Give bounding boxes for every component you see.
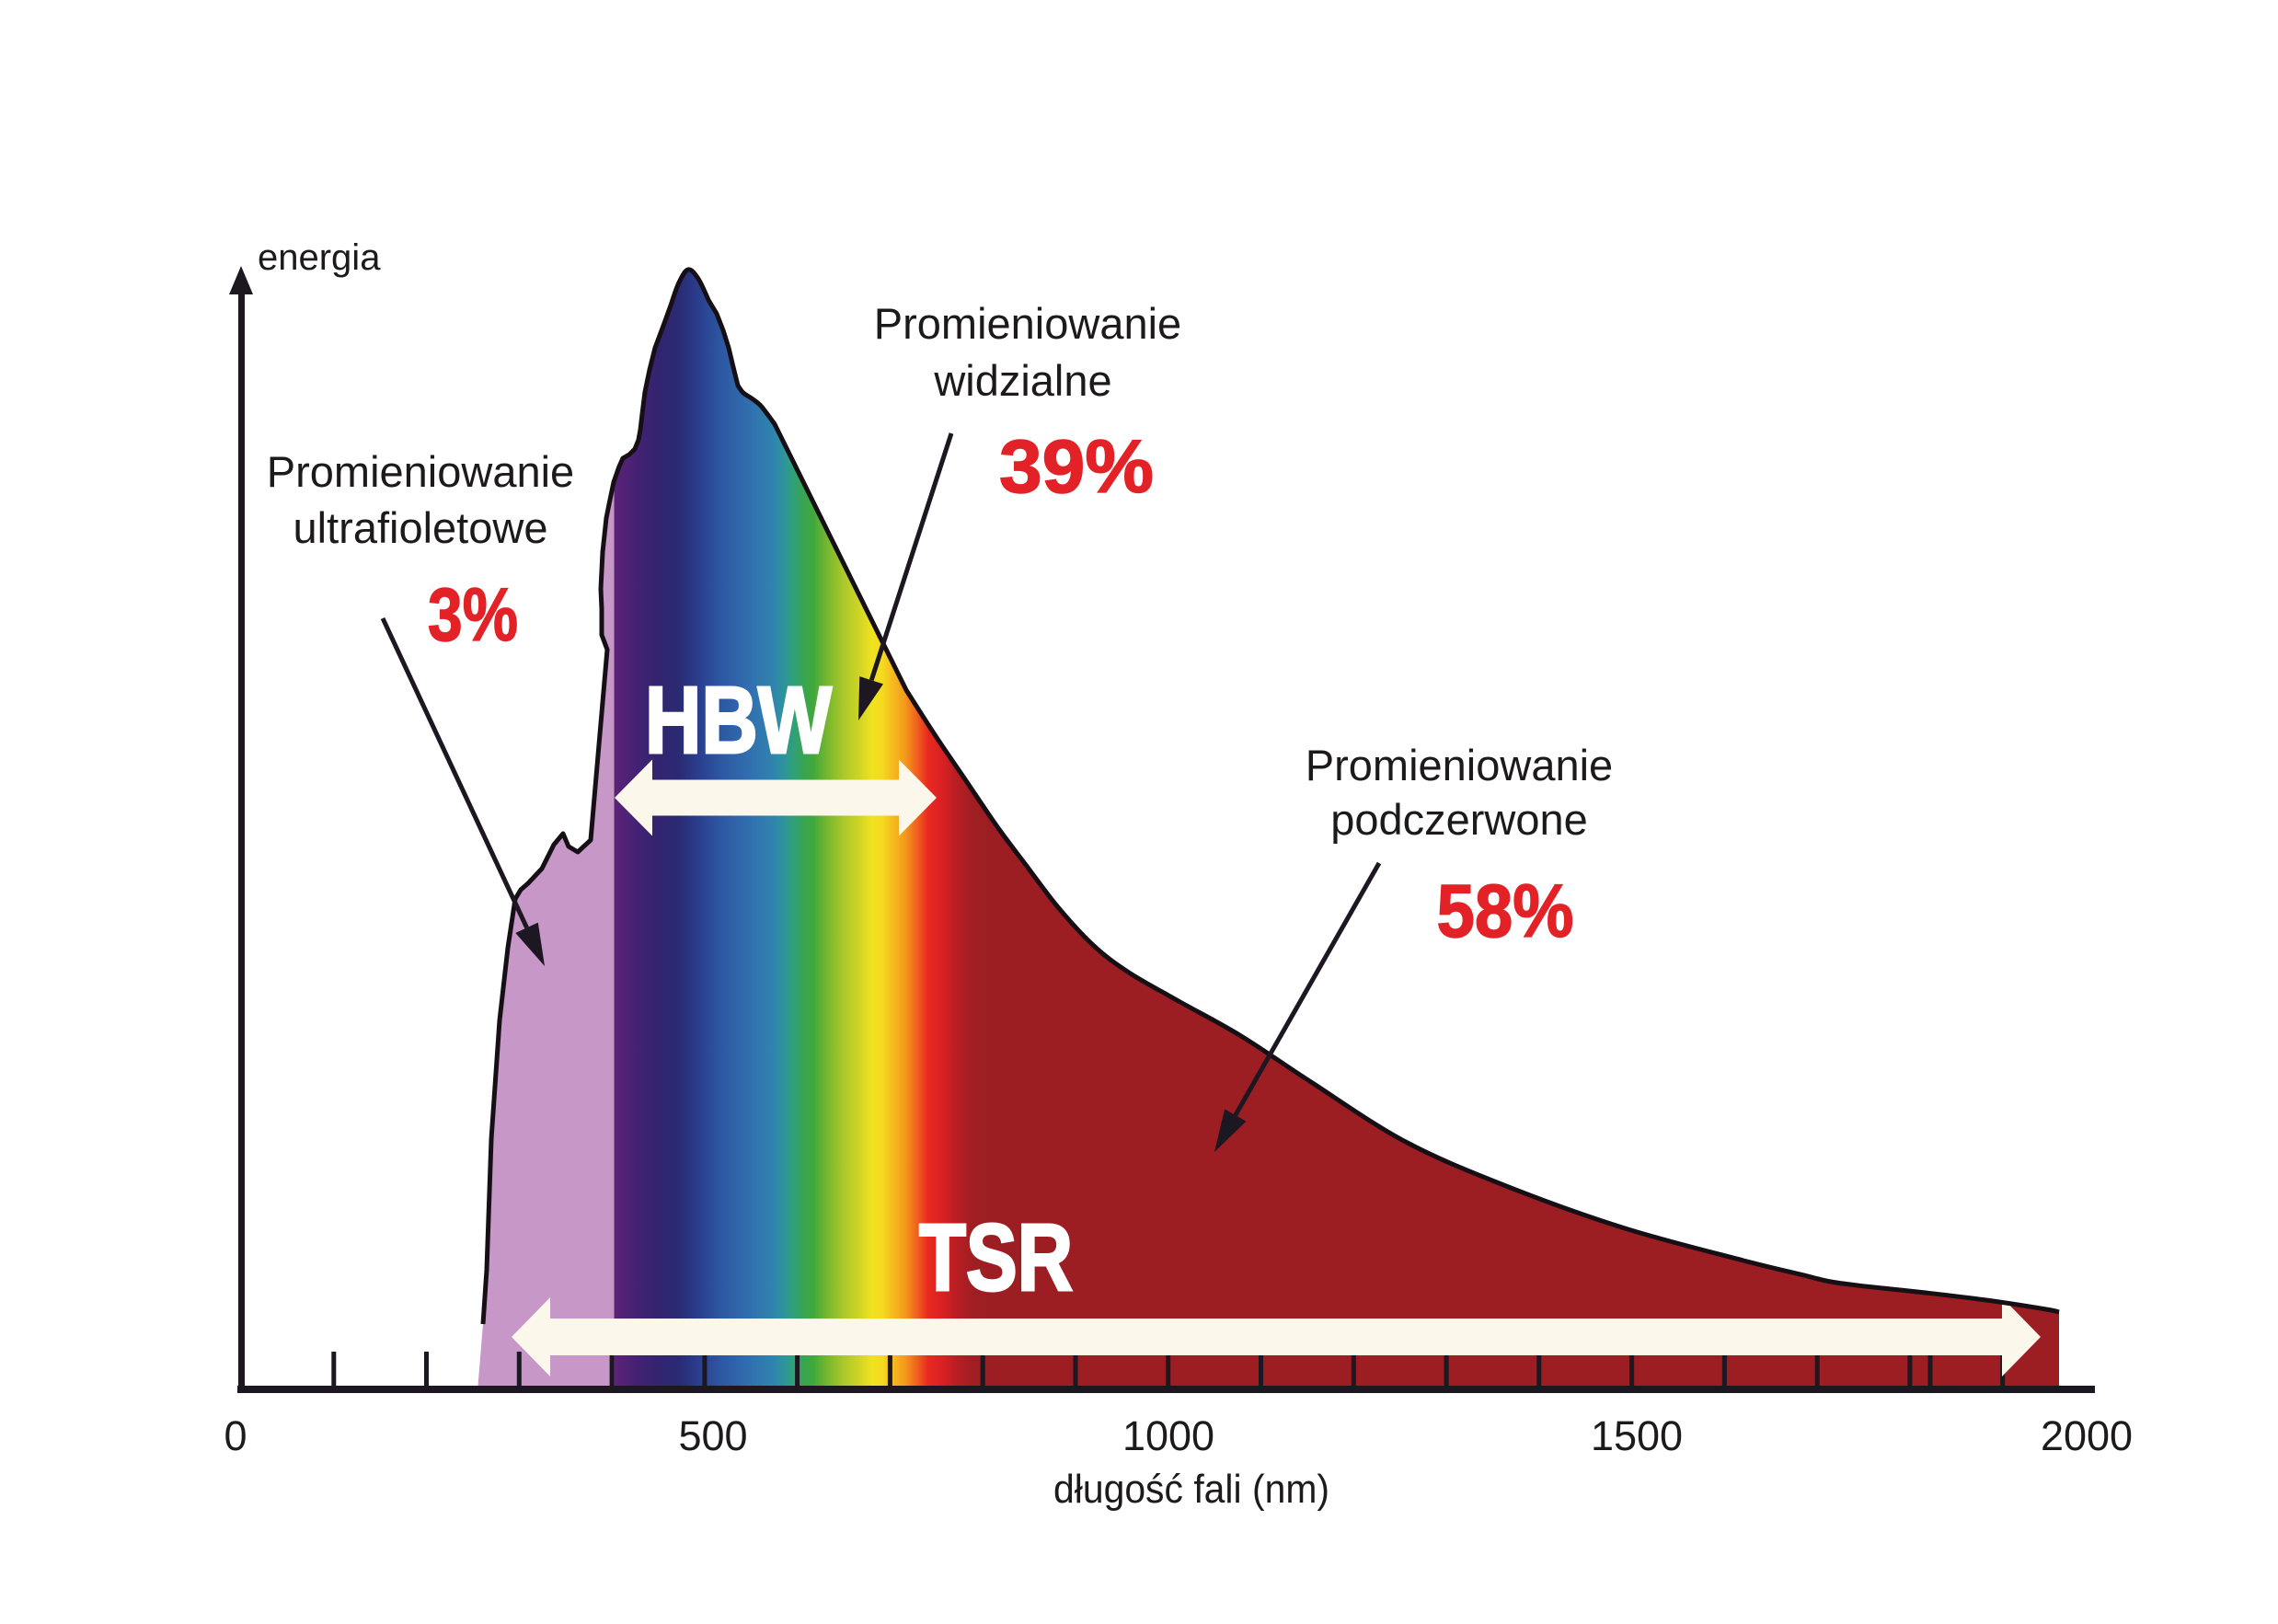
svg-text:Promieniowanie: Promieniowanie bbox=[267, 447, 574, 496]
svg-text:długość fali (nm): długość fali (nm) bbox=[1053, 1467, 1329, 1512]
svg-text:Promieniowanie: Promieniowanie bbox=[1306, 741, 1613, 789]
svg-text:500: 500 bbox=[678, 1412, 747, 1459]
svg-text:2000: 2000 bbox=[2041, 1412, 2133, 1459]
svg-text:TSR: TSR bbox=[919, 1204, 1073, 1310]
svg-text:podczerwone: podczerwone bbox=[1330, 795, 1588, 844]
svg-text:HBW: HBW bbox=[645, 667, 833, 773]
svg-text:1500: 1500 bbox=[1591, 1412, 1683, 1459]
svg-text:1000: 1000 bbox=[1122, 1412, 1214, 1459]
svg-text:3%: 3% bbox=[428, 573, 518, 657]
svg-text:Promieniowanie: Promieniowanie bbox=[874, 299, 1181, 348]
svg-text:0: 0 bbox=[224, 1412, 247, 1459]
svg-text:58%: 58% bbox=[1437, 870, 1574, 953]
svg-text:39%: 39% bbox=[999, 425, 1154, 509]
svg-text:ultrafioletowe: ultrafioletowe bbox=[293, 503, 548, 552]
svg-text:energia: energia bbox=[258, 237, 381, 278]
svg-text:widzialne: widzialne bbox=[933, 356, 1111, 405]
